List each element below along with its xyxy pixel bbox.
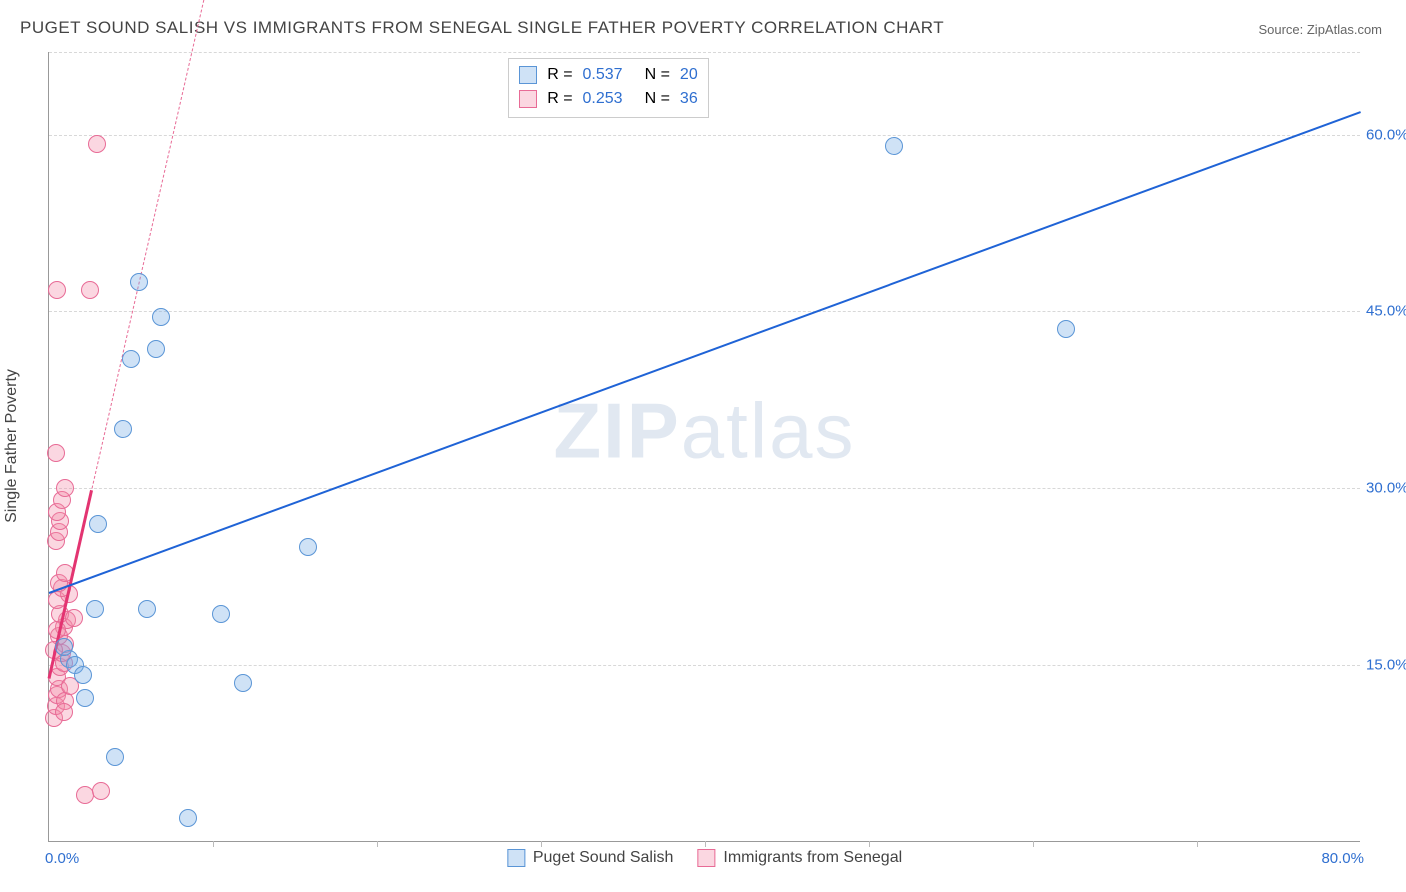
data-point-blue	[89, 515, 107, 533]
trendline-blue	[49, 111, 1362, 594]
data-point-blue	[76, 689, 94, 707]
data-point-pink	[56, 479, 74, 497]
data-point-blue	[86, 600, 104, 618]
x-tick	[1197, 841, 1198, 847]
data-point-blue	[212, 605, 230, 623]
data-point-pink	[47, 444, 65, 462]
gridline-h	[49, 311, 1360, 312]
y-tick-label: 45.0%	[1366, 303, 1406, 320]
data-point-blue	[138, 600, 156, 618]
swatch-pink	[519, 90, 537, 108]
legend-n-label-pink: N =	[645, 87, 670, 111]
legend-label-blue: Puget Sound Salish	[533, 849, 674, 867]
x-tick	[541, 841, 542, 847]
gridline-h	[49, 135, 1360, 136]
data-point-blue	[234, 674, 252, 692]
swatch-blue	[519, 66, 537, 84]
data-point-blue	[299, 538, 317, 556]
data-point-blue	[152, 308, 170, 326]
data-point-blue	[55, 638, 73, 656]
data-point-blue	[1057, 320, 1075, 338]
legend-item-pink: Immigrants from Senegal	[697, 849, 902, 867]
legend-n-value-pink: 36	[680, 87, 698, 111]
x-tick	[705, 841, 706, 847]
legend-r-value-pink: 0.253	[583, 87, 623, 111]
data-point-pink	[76, 786, 94, 804]
gridline-h	[49, 488, 1360, 489]
data-point-blue	[130, 273, 148, 291]
y-tick-label: 30.0%	[1366, 480, 1406, 497]
data-point-blue	[106, 748, 124, 766]
data-point-pink	[88, 135, 106, 153]
legend-n-value-blue: 20	[680, 63, 698, 87]
correlation-legend: R = 0.537 N = 20 R = 0.253 N = 36	[508, 58, 709, 118]
series-legend: Puget Sound Salish Immigrants from Seneg…	[507, 849, 902, 867]
legend-r-value-blue: 0.537	[583, 63, 623, 87]
source-attribution: Source: ZipAtlas.com	[1258, 22, 1382, 37]
data-point-blue	[74, 666, 92, 684]
chart-title: PUGET SOUND SALISH VS IMMIGRANTS FROM SE…	[20, 18, 944, 38]
data-point-pink	[65, 609, 83, 627]
y-tick-label: 15.0%	[1366, 657, 1406, 674]
legend-r-label-pink: R =	[547, 87, 572, 111]
legend-row-blue: R = 0.537 N = 20	[519, 63, 698, 87]
x-tick	[213, 841, 214, 847]
plot-area: ZIPatlas R = 0.537 N = 20 R = 0.253 N = …	[48, 52, 1360, 842]
data-point-blue	[885, 137, 903, 155]
legend-r-label-blue: R =	[547, 63, 572, 87]
data-point-blue	[114, 420, 132, 438]
gridline-h	[49, 52, 1360, 53]
trendline-pink-extrapolated	[91, 0, 222, 489]
gridline-h	[49, 665, 1360, 666]
x-axis-max-label: 80.0%	[1321, 850, 1364, 867]
data-point-pink	[55, 703, 73, 721]
x-axis-min-label: 0.0%	[45, 850, 79, 867]
watermark: ZIPatlas	[553, 385, 855, 476]
swatch-blue-bottom	[507, 849, 525, 867]
y-axis-label: Single Father Poverty	[3, 369, 21, 523]
watermark-rest: atlas	[681, 386, 856, 474]
data-point-blue	[147, 340, 165, 358]
legend-label-pink: Immigrants from Senegal	[723, 849, 902, 867]
data-point-blue	[122, 350, 140, 368]
y-tick-label: 60.0%	[1366, 126, 1406, 143]
x-tick	[869, 841, 870, 847]
x-tick	[1033, 841, 1034, 847]
x-tick	[377, 841, 378, 847]
data-point-pink	[48, 281, 66, 299]
legend-row-pink: R = 0.253 N = 36	[519, 87, 698, 111]
data-point-pink	[92, 782, 110, 800]
data-point-blue	[179, 809, 197, 827]
legend-item-blue: Puget Sound Salish	[507, 849, 674, 867]
swatch-pink-bottom	[697, 849, 715, 867]
data-point-pink	[81, 281, 99, 299]
legend-n-label-blue: N =	[645, 63, 670, 87]
